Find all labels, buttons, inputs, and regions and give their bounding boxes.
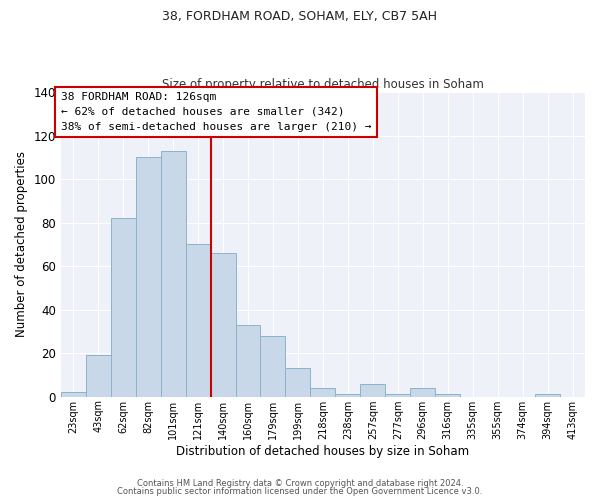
Text: Contains public sector information licensed under the Open Government Licence v3: Contains public sector information licen… [118,487,482,496]
Bar [385,394,410,396]
Bar [61,392,86,396]
Text: 38, FORDHAM ROAD, SOHAM, ELY, CB7 5AH: 38, FORDHAM ROAD, SOHAM, ELY, CB7 5AH [163,10,437,23]
Bar [435,394,460,396]
Bar [286,368,310,396]
Text: Contains HM Land Registry data © Crown copyright and database right 2024.: Contains HM Land Registry data © Crown c… [137,478,463,488]
Bar [236,325,260,396]
Bar [185,244,211,396]
Title: Size of property relative to detached houses in Soham: Size of property relative to detached ho… [162,78,484,91]
Y-axis label: Number of detached properties: Number of detached properties [15,152,28,338]
Bar [86,356,111,397]
Bar [535,394,560,396]
Bar [410,388,435,396]
Bar [111,218,136,396]
Bar [211,253,236,396]
Bar [136,158,161,396]
Bar [361,384,385,396]
Bar [161,151,185,396]
Bar [310,388,335,396]
X-axis label: Distribution of detached houses by size in Soham: Distribution of detached houses by size … [176,444,469,458]
Bar [260,336,286,396]
Text: 38 FORDHAM ROAD: 126sqm
← 62% of detached houses are smaller (342)
38% of semi-d: 38 FORDHAM ROAD: 126sqm ← 62% of detache… [61,92,371,132]
Bar [335,394,361,396]
